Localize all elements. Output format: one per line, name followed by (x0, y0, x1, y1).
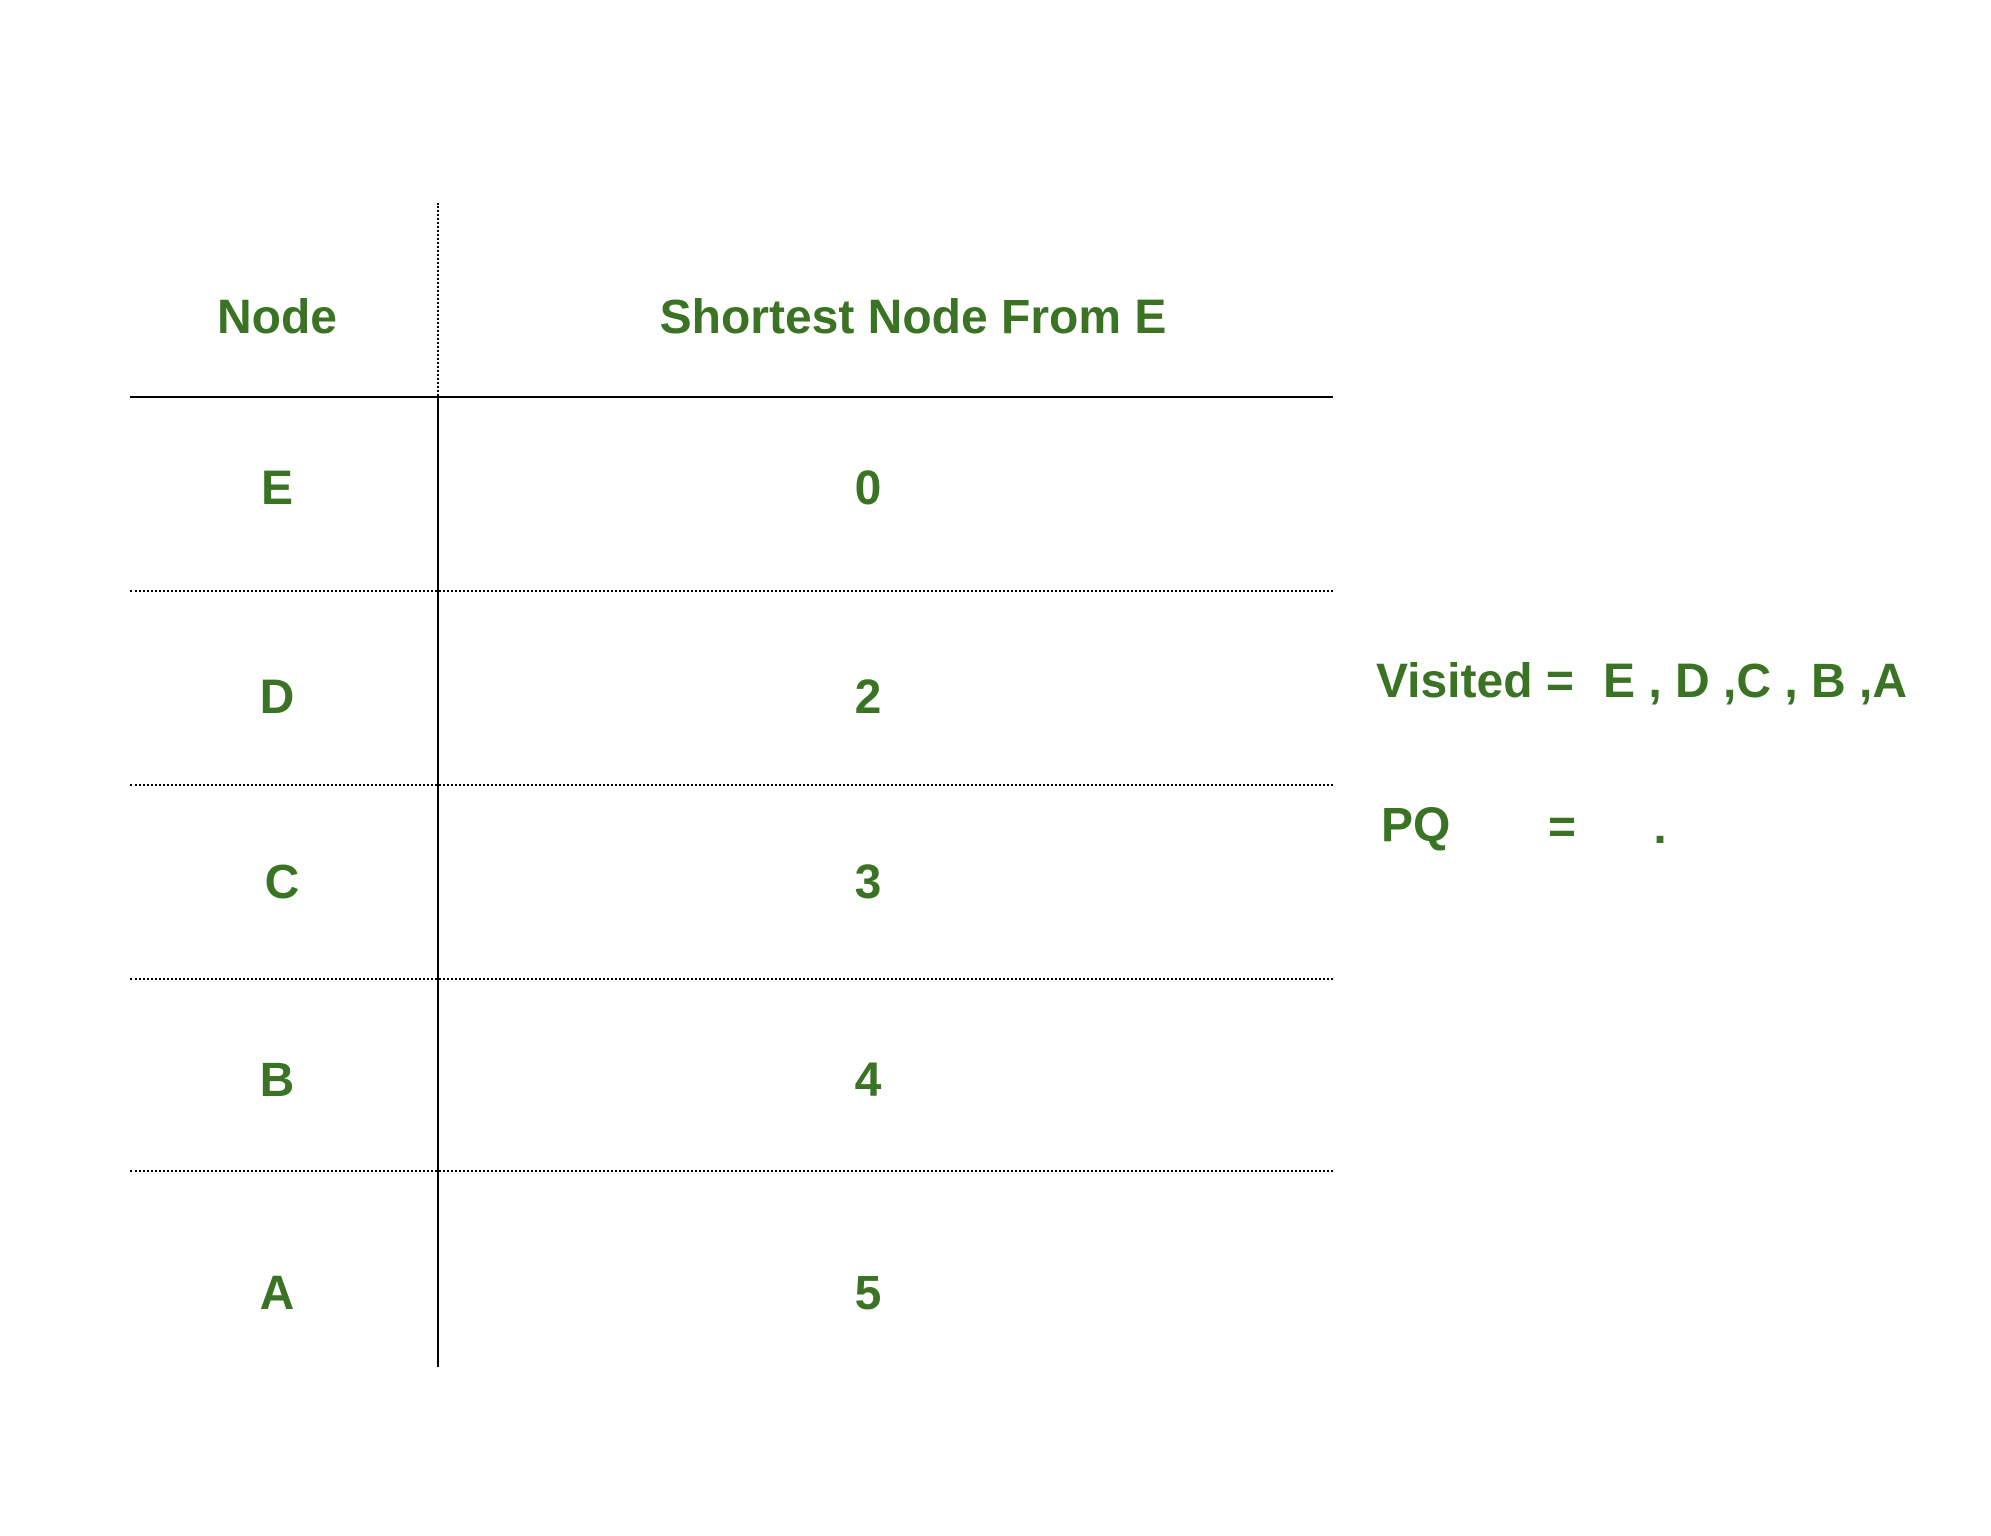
visited-label: Visited = (1376, 655, 1574, 708)
row-divider (130, 784, 1333, 786)
visited-value: E , D ,C , B ,A (1603, 655, 1908, 708)
row-divider (130, 978, 1333, 980)
table-row-distance: 3 (854, 856, 882, 909)
table-row-node: A (259, 1267, 295, 1320)
table-row-node: B (259, 1054, 295, 1107)
table-row-node: C (264, 856, 300, 909)
table-row-distance: 4 (854, 1054, 882, 1107)
table-row-distance: 0 (854, 462, 882, 515)
row-divider (130, 1170, 1333, 1172)
pq-label: PQ (1381, 799, 1451, 852)
distance-column-header: Shortest Node From E (659, 291, 1167, 344)
header-column-divider (437, 203, 439, 396)
pq-value: . (1653, 801, 1667, 854)
table-row-distance: 5 (854, 1267, 882, 1320)
table-row-distance: 2 (854, 671, 882, 724)
row-divider (130, 590, 1333, 592)
column-divider (437, 396, 439, 1367)
node-column-header: Node (217, 291, 337, 344)
pq-equals: = (1547, 801, 1577, 854)
table-row-node: D (259, 671, 295, 724)
table-row-node: E (260, 462, 294, 515)
header-divider (130, 396, 1333, 398)
